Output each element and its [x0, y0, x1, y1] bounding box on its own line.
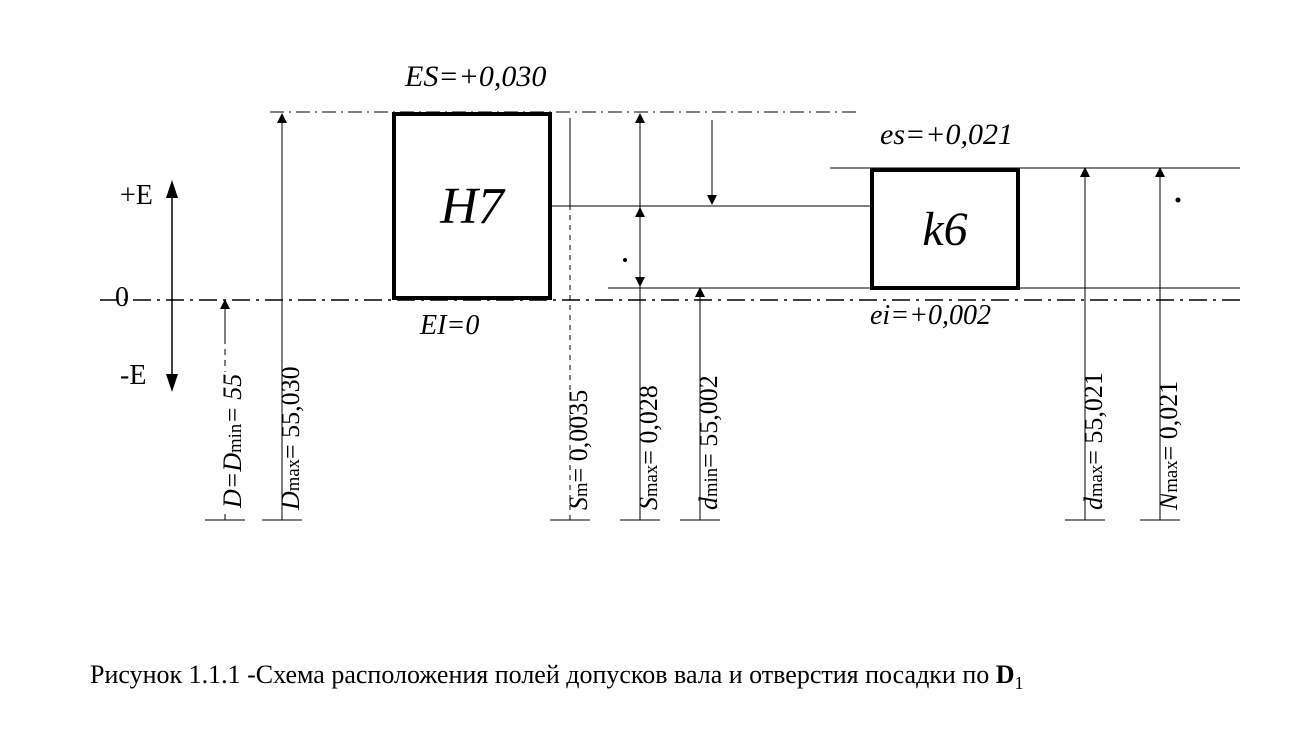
dim-nmax: Nmax= 0,021 — [1154, 381, 1184, 510]
hole-es-label: ES=+0,030 — [405, 60, 546, 94]
figure-caption: Рисунок 1.1.1 -Схема расположения полей … — [90, 660, 1024, 694]
hole-ei-label: EI=0 — [420, 310, 479, 342]
shaft-es-label: es=+0,021 — [880, 118, 1013, 152]
axis-zero-label: 0 — [115, 282, 129, 314]
caption-text: Рисунок 1.1.1 -Схема расположения полей … — [90, 660, 996, 689]
diagram-canvas: +E 0 -E ES=+0,030 H7 EI=0 es=+0,021 k6 e… — [0, 0, 1294, 739]
caption-bold: D — [996, 660, 1015, 689]
dim-dmin-shaft: dmin= 55,002 — [694, 375, 724, 510]
dim-sm: Sm= 0,0035 — [564, 390, 594, 510]
shaft-tolerance-box: k6 — [870, 168, 1020, 290]
hole-box-label: H7 — [440, 177, 504, 236]
dim-smax: Smax= 0,028 — [634, 385, 664, 510]
shaft-ei-label: ei=+0,002 — [870, 300, 991, 332]
axis-minus-label: -E — [120, 360, 146, 392]
hole-tolerance-box: H7 — [392, 112, 552, 300]
diagram-lines — [0, 0, 1294, 600]
caption-sub: 1 — [1015, 673, 1024, 693]
dim-dmax-shaft: dmax= 55,021 — [1079, 372, 1109, 510]
dim-d-dmin-text: D=Dmin= 55 — [218, 372, 248, 510]
shaft-box-label: k6 — [922, 202, 967, 257]
axis-plus-label: +E — [120, 180, 153, 212]
dim-dmax: Dmax= 55,030 — [276, 366, 306, 510]
